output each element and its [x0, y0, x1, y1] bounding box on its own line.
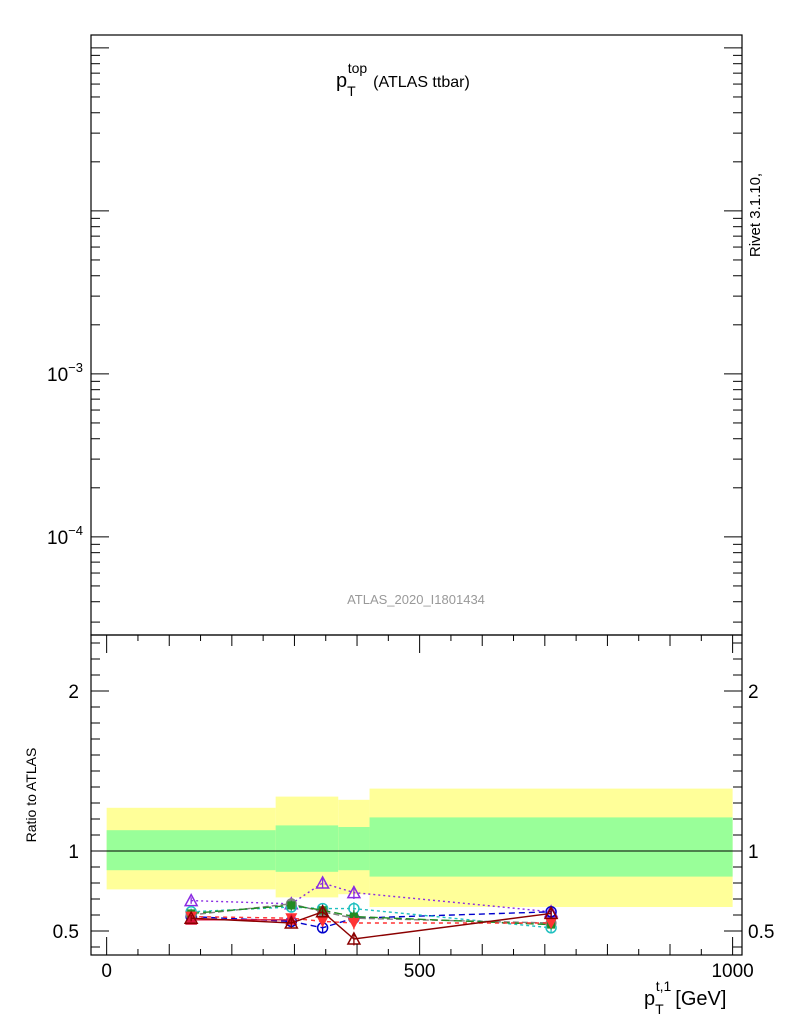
series-line — [191, 882, 552, 913]
ratio-x-tick-label: 0 — [101, 961, 112, 982]
band-inner-bin — [275, 825, 339, 872]
ratio-panel: 0 500 1000 0.5 0.5 1 1 2 2 Ratio to ATLAS pTt,1[… — [23, 634, 774, 1017]
main-y-tick-label: 10−4 — [47, 523, 83, 549]
series-point — [543, 905, 559, 920]
main-title-symbol: p — [336, 70, 347, 92]
ratio-y-tick-label-right: 0.5 — [748, 922, 774, 943]
series-point — [346, 931, 362, 945]
series-line — [191, 911, 552, 940]
main-y-ticks: 10−3 10−4 — [47, 47, 742, 623]
main-y-tick-label: 10−3 — [47, 360, 83, 386]
ratio-y-tick-label-right: 2 — [748, 682, 759, 703]
main-title-sup: top — [348, 60, 368, 76]
ratio-xlabel: pTt,1[GeV] — [644, 978, 726, 1017]
series-point — [545, 918, 558, 929]
side-label: Rivet 3.1.10, — [747, 173, 764, 257]
ratio-bands — [106, 788, 733, 907]
series-point — [346, 885, 362, 899]
series-point — [284, 915, 299, 929]
series-point — [315, 904, 330, 918]
ratio-xlabel-sup: t,1 — [656, 978, 672, 994]
main-title-sub: T — [347, 83, 356, 99]
ratio-y-tick-label-right: 1 — [748, 842, 759, 863]
series-point — [183, 910, 199, 924]
ratio-y-tick-label-left: 2 — [68, 682, 79, 703]
ratio-series-7 — [183, 904, 559, 946]
series-point — [316, 916, 329, 928]
ratio-axis-ticks: 0 500 1000 0.5 0.5 1 1 2 2 — [53, 635, 774, 982]
ratio-series — [183, 875, 559, 946]
series-point — [287, 901, 296, 910]
ratio-ylabel: Ratio to ATLAS — [23, 748, 39, 843]
ratio-xlabel-symbol: p — [644, 988, 655, 1010]
ratio-x-tick-label: 500 — [404, 961, 436, 982]
band-inner-bin — [106, 830, 276, 871]
main-title: pTtop (ATLAS ttbar) — [336, 60, 470, 99]
band-inner-bin — [369, 817, 733, 877]
ratio-y-tick-label-left: 0.5 — [53, 922, 79, 943]
ratio-y-tick-label-left: 1 — [68, 842, 79, 863]
main-title-text: (ATLAS ttbar) — [373, 74, 470, 91]
ratio-xlabel-unit: [GeV] — [675, 988, 726, 1010]
main-panel: 10−3 10−4 pTtop (ATLAS ttbar) ATLAS_2020_I… — [47, 34, 764, 636]
band-inner-bin — [338, 827, 370, 871]
watermark: ATLAS_2020_I1801434 — [347, 592, 485, 607]
ratio-xlabel-sub: T — [655, 1001, 664, 1017]
series-point — [347, 918, 360, 929]
series-point — [183, 893, 199, 907]
main-frame — [90, 34, 743, 636]
series-point — [315, 875, 330, 889]
ratio-x-tick-label: 1000 — [711, 961, 753, 982]
ratio-frame — [90, 634, 743, 956]
